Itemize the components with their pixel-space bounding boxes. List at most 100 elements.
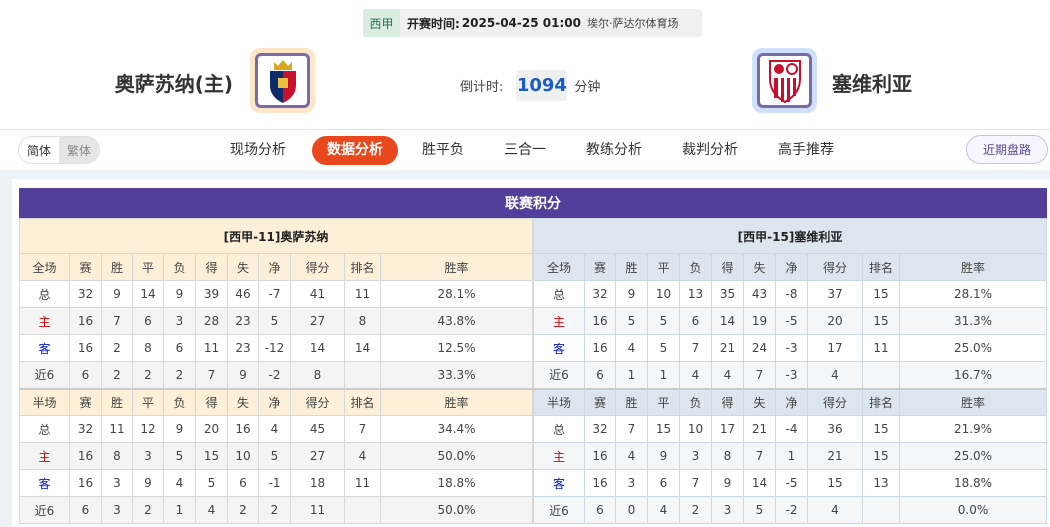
table-cell: 1 xyxy=(775,442,808,470)
table-cell: 18.8% xyxy=(380,469,533,497)
table-cell: 16 xyxy=(584,334,616,362)
table-cell: 14 xyxy=(290,334,345,362)
table-cell xyxy=(344,496,381,524)
countdown-label: 倒计时: xyxy=(460,80,504,95)
table-cell: 8 xyxy=(132,334,164,362)
table-cell: 4 xyxy=(258,415,291,443)
table-cell: 28.1% xyxy=(380,280,533,308)
table-cell: -8 xyxy=(775,280,808,308)
analysis-tabs: 现场分析 数据分析 胜平负 三合一 教练分析 裁判分析 高手推荐 xyxy=(0,136,1050,165)
lang-simplified[interactable]: 简体 xyxy=(26,143,51,158)
table-cell: 10 xyxy=(227,442,259,470)
table-cell: 7 xyxy=(615,415,648,443)
table-row: 主 16 4 9 3 8 7 1 21 15 25.0% xyxy=(533,442,1047,470)
table-cell: 主 xyxy=(19,442,70,470)
column-header: 全场 xyxy=(19,253,70,281)
table-cell: 2 xyxy=(679,496,712,524)
table-cell: -12 xyxy=(258,334,291,362)
tab-coach-analysis[interactable]: 教练分析 xyxy=(586,142,642,158)
table-cell: 11 xyxy=(344,280,381,308)
table-cell: 11 xyxy=(862,334,900,362)
table-cell: 客 xyxy=(533,469,585,497)
table-cell: 41 xyxy=(290,280,345,308)
table-cell: 18.8% xyxy=(899,469,1047,497)
table-cell: 4 xyxy=(344,442,381,470)
table-cell: 35 xyxy=(711,280,744,308)
table-cell: 9 xyxy=(163,280,196,308)
table-cell: 34.4% xyxy=(380,415,533,443)
team-rank-label: [西甲-11]奥萨苏纳 xyxy=(19,218,533,254)
table-cell: 39 xyxy=(195,280,228,308)
table-cell: 16 xyxy=(69,334,102,362)
table-cell: 7 xyxy=(101,307,133,335)
column-header: 赛 xyxy=(69,253,102,281)
table-cell: 9 xyxy=(132,469,164,497)
table-cell: 3 xyxy=(101,469,133,497)
league-tag[interactable]: 西甲 xyxy=(363,9,400,37)
table-cell: 20 xyxy=(195,415,228,443)
table-cell: 28.1% xyxy=(899,280,1047,308)
table-cell: 近6 xyxy=(19,361,70,389)
table-cell: 11 xyxy=(195,334,228,362)
table-cell: 16.7% xyxy=(899,361,1047,389)
table-cell: 13 xyxy=(862,469,900,497)
column-header: 全场 xyxy=(533,253,585,281)
table-cell: 4 xyxy=(195,496,228,524)
column-header: 排名 xyxy=(862,253,900,281)
column-header: 半场 xyxy=(19,387,70,416)
countdown-unit: 分钟 xyxy=(574,80,601,95)
tab-referee-analysis[interactable]: 裁判分析 xyxy=(682,142,738,158)
table-cell: 4 xyxy=(615,334,648,362)
table-cell: 25.0% xyxy=(899,442,1047,470)
table-cell: 6 xyxy=(69,496,102,524)
table-cell: 客 xyxy=(533,334,585,362)
table-cell: 14 xyxy=(743,469,776,497)
table-cell: 43 xyxy=(743,280,776,308)
away-team-name[interactable]: 塞维利亚 xyxy=(832,72,912,96)
table-row: 近6 6 3 2 1 4 2 2 11 50.0% xyxy=(19,496,533,524)
table-cell: 4 xyxy=(711,361,744,389)
column-header: 净 xyxy=(258,253,291,281)
lang-traditional[interactable]: 繁体 xyxy=(59,137,99,163)
column-header: 失 xyxy=(227,253,259,281)
table-cell: 15 xyxy=(862,415,900,443)
table-cell: 总 xyxy=(533,280,585,308)
recent-handicap-button[interactable]: 近期盘路 xyxy=(966,135,1048,164)
home-team-logo[interactable] xyxy=(250,48,315,113)
table-cell: 32 xyxy=(584,415,616,443)
column-header: 净 xyxy=(775,253,808,281)
standings-title: 联赛积分 xyxy=(19,188,1047,218)
home-team-name[interactable]: 奥萨苏纳(主) xyxy=(114,72,233,96)
table-cell: 18 xyxy=(290,469,345,497)
table-cell: 主 xyxy=(533,307,585,335)
tab-expert-picks[interactable]: 高手推荐 xyxy=(778,142,834,158)
table-cell: 3 xyxy=(679,442,712,470)
table-cell: 客 xyxy=(19,334,70,362)
table-cell: 近6 xyxy=(19,496,70,524)
table-cell: 17 xyxy=(711,415,744,443)
column-header: 胜率 xyxy=(380,387,533,416)
divider xyxy=(0,129,1050,130)
away-team-logo[interactable] xyxy=(752,48,817,113)
tab-win-draw-loss[interactable]: 胜平负 xyxy=(422,142,464,158)
table-cell: 2 xyxy=(227,496,259,524)
table-cell: 0 xyxy=(615,496,648,524)
table-cell: 5 xyxy=(647,307,680,335)
table-cell: 2 xyxy=(132,496,164,524)
table-cell: -7 xyxy=(258,280,291,308)
tab-live-analysis[interactable]: 现场分析 xyxy=(230,142,286,158)
table-cell: 总 xyxy=(533,415,585,443)
table-row: 客 16 2 8 6 11 23 -12 14 14 12.5% xyxy=(19,334,533,362)
table-cell: 3 xyxy=(163,307,196,335)
team-rank-label: [西甲-15]塞维利亚 xyxy=(533,218,1047,254)
tab-three-in-one[interactable]: 三合一 xyxy=(504,142,546,158)
table-cell: 总 xyxy=(19,280,70,308)
table-cell: 7 xyxy=(679,469,712,497)
tab-data-analysis[interactable]: 数据分析 xyxy=(312,136,398,165)
column-header: 负 xyxy=(163,253,196,281)
language-toggle[interactable]: 简体 繁体 xyxy=(18,136,100,164)
table-cell: -1 xyxy=(258,469,291,497)
table-cell: -2 xyxy=(775,496,808,524)
table-cell: 16 xyxy=(584,469,616,497)
column-header: 负 xyxy=(679,387,712,416)
